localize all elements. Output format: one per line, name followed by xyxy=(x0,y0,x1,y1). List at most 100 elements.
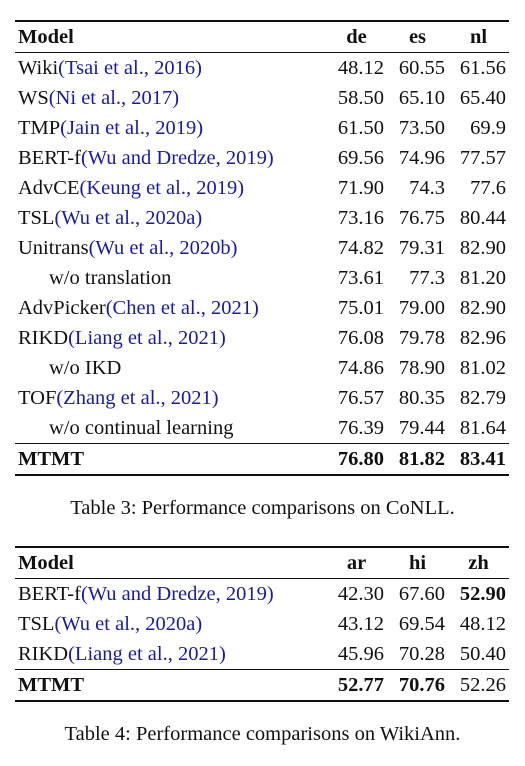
model-name: MTMT xyxy=(18,674,85,696)
value-de: 75.01 xyxy=(337,297,384,319)
model-cell: WS(Ni et al., 2017) xyxy=(15,83,326,113)
value-nl: 82.79 xyxy=(459,387,506,409)
value-de: 48.12 xyxy=(337,57,384,79)
value-nl: 82.90 xyxy=(459,237,506,259)
model-cell: Wiki(Tsai et al., 2016) xyxy=(15,53,326,84)
value-de: 76.39 xyxy=(337,417,384,439)
model-cell: AdvPicker(Chen et al., 2021) xyxy=(15,293,326,323)
citation-link[interactable]: (Jain et al., 2019) xyxy=(60,117,204,139)
value-es: 79.78 xyxy=(398,327,445,349)
table-4-caption: Table 4: Performance comparisons on Wiki… xyxy=(64,723,461,745)
citation-link[interactable]: (Liang et al., 2021) xyxy=(68,643,226,665)
header-hi: hi xyxy=(408,552,427,574)
citation-link[interactable]: (Ni et al., 2017) xyxy=(48,87,180,109)
value-es: 73.50 xyxy=(398,117,445,139)
value-nl: 80.44 xyxy=(459,207,506,229)
value-es: 79.31 xyxy=(398,237,445,259)
model-name: RIKD xyxy=(18,327,69,349)
value-nl: 81.20 xyxy=(459,267,506,289)
model-cell: BERT-f(Wu and Dredze, 2019) xyxy=(15,143,326,173)
header-model: Model xyxy=(18,26,74,48)
model-cell: MTMT xyxy=(15,670,326,702)
citation-link[interactable]: (Tsai et al., 2016) xyxy=(58,57,202,79)
value-de: 74.82 xyxy=(337,237,384,259)
value-de: 58.50 xyxy=(337,87,384,109)
value-de: 69.56 xyxy=(337,147,384,169)
citation-link[interactable]: (Wu et al., 2020a) xyxy=(54,207,203,229)
model-cell: TMP(Jain et al., 2019) xyxy=(15,113,326,143)
model-cell: TSL(Wu et al., 2020a) xyxy=(15,609,326,639)
model-name: TSL xyxy=(18,613,55,635)
value-hi: 67.60 xyxy=(398,583,445,605)
table-row: RIKD(Liang et al., 2021) 45.96 70.28 50.… xyxy=(15,639,509,670)
table-row: TSL(Wu et al., 2020a) 73.16 76.75 80.44 xyxy=(15,203,509,233)
value-de: 76.08 xyxy=(337,327,384,349)
model-cell: w/o IKD xyxy=(15,353,326,383)
model-name: Unitrans xyxy=(18,237,89,259)
value-ar: 43.12 xyxy=(337,613,384,635)
value-ar: 45.96 xyxy=(337,643,384,665)
citation-link[interactable]: (Zhang et al., 2021) xyxy=(56,387,219,409)
value-nl: 82.96 xyxy=(459,327,506,349)
value-es: 79.00 xyxy=(398,297,445,319)
table-header-row: Model de es nl xyxy=(15,21,509,53)
value-nl: 83.41 xyxy=(459,448,506,470)
model-cell: TSL(Wu et al., 2020a) xyxy=(15,203,326,233)
value-zh: 50.40 xyxy=(459,643,506,665)
value-nl: 82.90 xyxy=(459,297,506,319)
value-de: 74.86 xyxy=(337,357,384,379)
value-es: 78.90 xyxy=(398,357,445,379)
citation-link[interactable]: (Keung et al., 2019) xyxy=(79,177,245,199)
model-cell: RIKD(Liang et al., 2021) xyxy=(15,323,326,353)
table-header-row: Model ar hi zh xyxy=(15,547,509,579)
table-row-ablation: w/o translation 73.61 77.3 81.20 xyxy=(15,263,509,293)
citation-link[interactable]: (Chen et al., 2021) xyxy=(105,297,259,319)
table-row: AdvCE(Keung et al., 2019) 71.90 74.3 77.… xyxy=(15,173,509,203)
citation-link[interactable]: (Liang et al., 2021) xyxy=(68,327,226,349)
value-es: 81.82 xyxy=(398,448,445,470)
citation-link[interactable]: (Wu et al., 2020a) xyxy=(54,613,203,635)
value-es: 65.10 xyxy=(398,87,445,109)
model-cell: TOF(Zhang et al., 2021) xyxy=(15,383,326,413)
value-es: 76.75 xyxy=(398,207,445,229)
model-cell: AdvCE(Keung et al., 2019) xyxy=(15,173,326,203)
model-name: RIKD xyxy=(18,643,69,665)
value-nl: 65.40 xyxy=(459,87,506,109)
table-row-mtmt: MTMT 76.80 81.82 83.41 xyxy=(15,444,509,475)
citation-link[interactable]: (Wu et al., 2020b) xyxy=(88,237,238,259)
value-de: 61.50 xyxy=(337,117,384,139)
model-name: AdvCE xyxy=(18,177,80,199)
table-row: RIKD(Liang et al., 2021) 76.08 79.78 82.… xyxy=(15,323,509,353)
model-cell: w/o continual learning xyxy=(15,413,326,444)
model-name: w/o IKD xyxy=(49,357,122,379)
value-es: 74.3 xyxy=(409,177,445,199)
model-name: w/o translation xyxy=(49,267,172,289)
value-es: 60.55 xyxy=(398,57,445,79)
table-row: Unitrans(Wu et al., 2020b) 74.82 79.31 8… xyxy=(15,233,509,263)
model-name: TSL xyxy=(18,207,55,229)
value-zh: 48.12 xyxy=(459,613,506,635)
value-hi: 69.54 xyxy=(398,613,445,635)
value-de: 76.57 xyxy=(337,387,384,409)
header-ar: ar xyxy=(346,552,367,574)
value-hi: 70.28 xyxy=(398,643,445,665)
value-zh-best: 52.90 xyxy=(459,583,506,605)
header-model: Model xyxy=(18,552,74,574)
model-name: TMP xyxy=(18,117,61,139)
model-name: Wiki xyxy=(18,57,59,79)
model-name: WS xyxy=(18,87,49,109)
model-name: BERT-f xyxy=(18,583,81,605)
value-ar: 42.30 xyxy=(337,583,384,605)
table-row: BERT-f(Wu and Dredze, 2019) 69.56 74.96 … xyxy=(15,143,509,173)
table-row: AdvPicker(Chen et al., 2021) 75.01 79.00… xyxy=(15,293,509,323)
value-de: 73.61 xyxy=(337,267,384,289)
model-name: TOF xyxy=(18,387,57,409)
model-cell: Unitrans(Wu et al., 2020b) xyxy=(15,233,326,263)
value-nl: 81.02 xyxy=(459,357,506,379)
citation-link[interactable]: (Wu and Dredze, 2019) xyxy=(80,147,274,169)
value-nl: 61.56 xyxy=(459,57,506,79)
value-es: 77.3 xyxy=(409,267,445,289)
table-3: Model de es nl Wiki(Tsai et al., 2016) 4… xyxy=(15,20,509,476)
citation-link[interactable]: (Wu and Dredze, 2019) xyxy=(80,583,274,605)
header-nl: nl xyxy=(469,26,488,48)
